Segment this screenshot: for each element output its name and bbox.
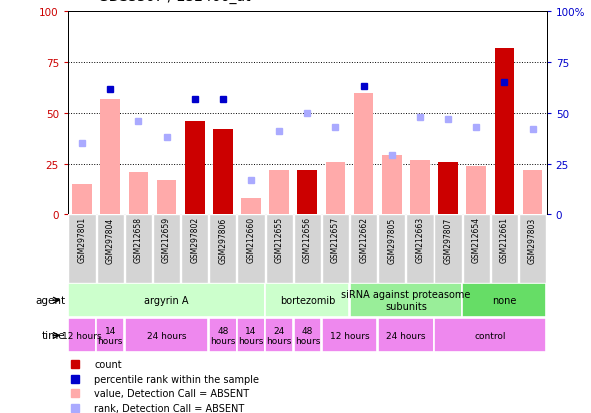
Bar — [322, 215, 349, 283]
Text: 24
hours: 24 hours — [267, 326, 292, 345]
Bar — [294, 215, 321, 283]
Text: GSM297801: GSM297801 — [77, 217, 86, 263]
Text: none: none — [492, 295, 517, 306]
Bar — [354, 93, 374, 215]
Text: GSM297804: GSM297804 — [106, 217, 115, 263]
Text: 14
hours: 14 hours — [238, 326, 264, 345]
Bar — [241, 199, 261, 215]
Text: control: control — [475, 331, 506, 340]
Text: GSM212656: GSM212656 — [303, 217, 312, 263]
Bar — [153, 215, 180, 283]
Text: GSM297802: GSM297802 — [190, 217, 199, 263]
Bar — [350, 284, 462, 317]
Bar — [269, 170, 289, 215]
Text: GSM212657: GSM212657 — [331, 217, 340, 263]
Bar — [491, 215, 518, 283]
Text: 24 hours: 24 hours — [386, 331, 426, 340]
Bar — [294, 319, 321, 352]
Bar — [265, 319, 293, 352]
Bar — [326, 162, 345, 215]
Bar — [125, 215, 152, 283]
Text: GSM212654: GSM212654 — [472, 217, 480, 263]
Text: 12 hours: 12 hours — [62, 331, 102, 340]
Text: GSM212660: GSM212660 — [246, 217, 255, 263]
Bar — [238, 215, 265, 283]
Text: 48
hours: 48 hours — [210, 326, 236, 345]
Bar — [185, 122, 204, 215]
Bar — [519, 215, 546, 283]
Text: GSM297807: GSM297807 — [444, 217, 453, 263]
Text: GSM212661: GSM212661 — [500, 217, 509, 263]
Bar — [350, 215, 377, 283]
Bar — [265, 284, 349, 317]
Text: count: count — [95, 359, 122, 369]
Text: siRNA against proteasome
subunits: siRNA against proteasome subunits — [341, 290, 470, 311]
Text: argyrin A: argyrin A — [144, 295, 189, 306]
Text: 14
hours: 14 hours — [98, 326, 123, 345]
Bar — [434, 319, 547, 352]
Text: 24 hours: 24 hours — [147, 331, 186, 340]
Bar — [297, 170, 317, 215]
Bar — [434, 215, 462, 283]
Bar — [157, 180, 176, 215]
Text: GSM212659: GSM212659 — [162, 217, 171, 263]
Bar — [382, 156, 402, 215]
Bar — [322, 319, 378, 352]
Bar — [378, 319, 434, 352]
Text: GSM297803: GSM297803 — [528, 217, 537, 263]
Bar — [466, 166, 486, 215]
Bar — [213, 130, 233, 215]
Bar — [265, 215, 293, 283]
Text: GDS3367 / 232466_at: GDS3367 / 232466_at — [98, 0, 250, 4]
Bar — [68, 319, 96, 352]
Text: 12 hours: 12 hours — [330, 331, 369, 340]
Text: time: time — [41, 330, 65, 341]
Bar — [378, 215, 405, 283]
Bar — [181, 215, 209, 283]
Bar — [100, 100, 120, 215]
Text: GSM297806: GSM297806 — [218, 217, 228, 263]
Text: GSM297805: GSM297805 — [387, 217, 397, 263]
Bar — [463, 215, 490, 283]
Bar — [209, 215, 236, 283]
Bar — [439, 162, 458, 215]
Text: GSM212658: GSM212658 — [134, 217, 143, 263]
Bar — [96, 215, 124, 283]
Text: bortezomib: bortezomib — [280, 295, 335, 306]
Text: GSM212655: GSM212655 — [275, 217, 284, 263]
Text: rank, Detection Call = ABSENT: rank, Detection Call = ABSENT — [95, 403, 245, 413]
Bar — [237, 319, 265, 352]
Text: agent: agent — [35, 295, 65, 306]
Bar — [463, 284, 547, 317]
Bar — [125, 319, 209, 352]
Bar — [128, 172, 148, 215]
Text: value, Detection Call = ABSENT: value, Detection Call = ABSENT — [95, 388, 249, 398]
Text: GSM212662: GSM212662 — [359, 217, 368, 263]
Bar — [495, 49, 514, 215]
Bar — [209, 319, 236, 352]
Bar — [68, 284, 265, 317]
Text: GSM212663: GSM212663 — [415, 217, 424, 263]
Bar — [410, 160, 430, 215]
Text: percentile rank within the sample: percentile rank within the sample — [95, 374, 259, 384]
Bar — [72, 184, 92, 215]
Bar — [406, 215, 434, 283]
Bar — [522, 170, 543, 215]
Bar — [69, 215, 96, 283]
Text: 48
hours: 48 hours — [295, 326, 320, 345]
Bar — [96, 319, 124, 352]
